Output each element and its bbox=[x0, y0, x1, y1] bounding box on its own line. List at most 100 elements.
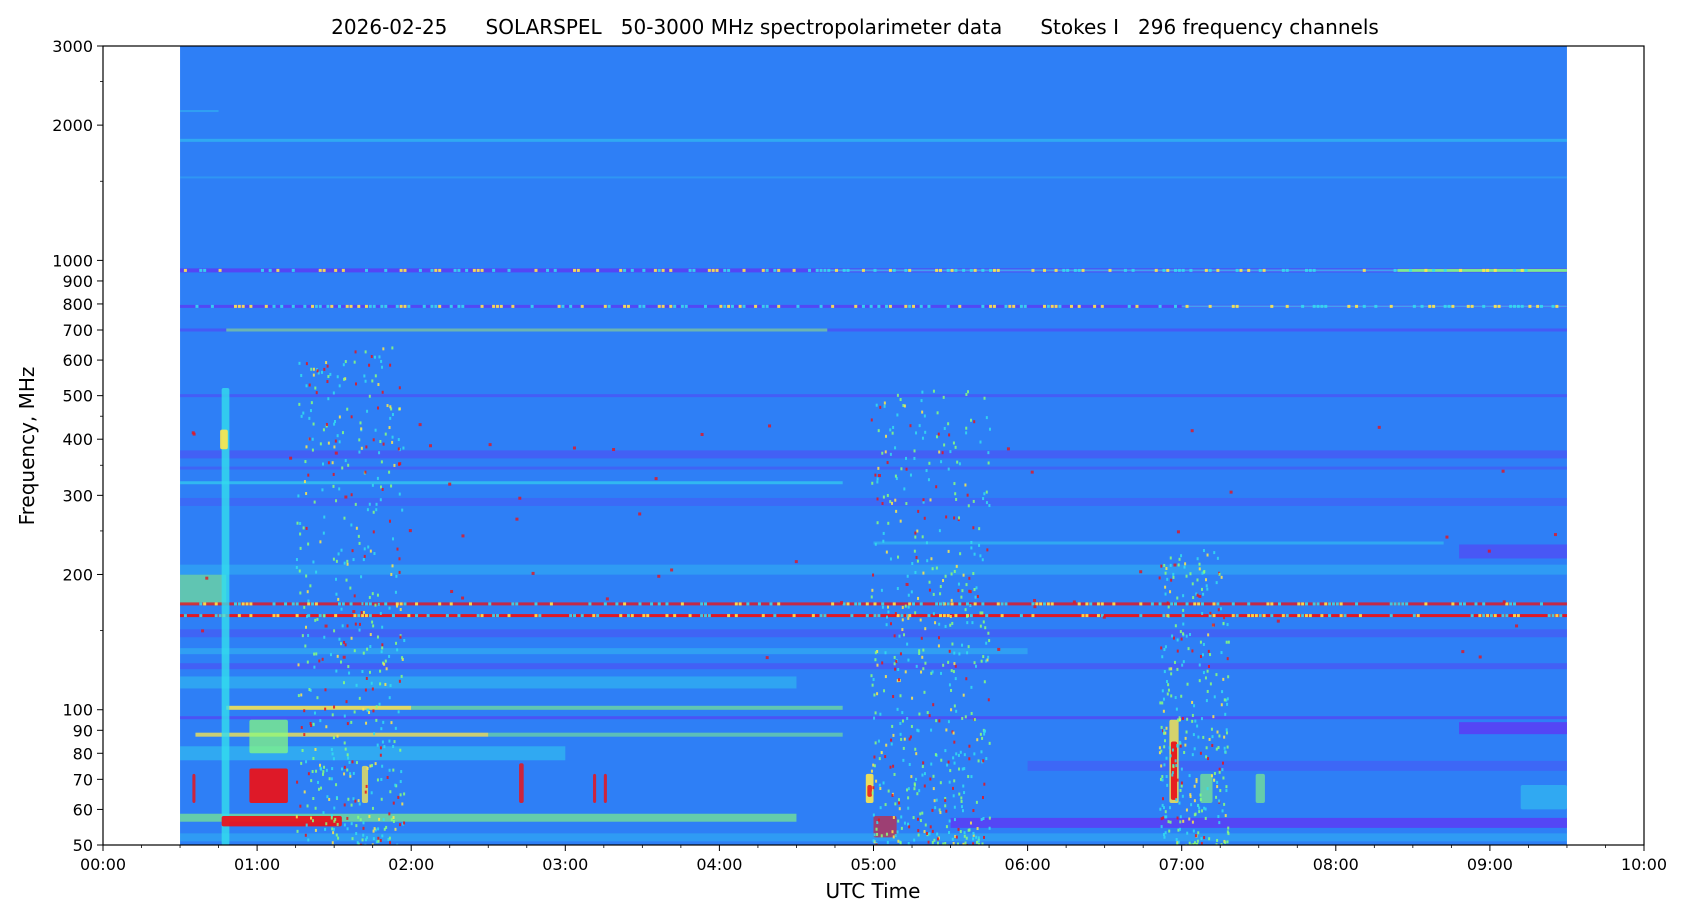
band-speckle bbox=[703, 304, 707, 308]
band-speckle bbox=[1096, 602, 1100, 606]
band-speckle bbox=[407, 614, 411, 618]
burst-speckle bbox=[305, 492, 308, 496]
burst-speckle bbox=[944, 841, 947, 845]
burst-speckle bbox=[372, 530, 375, 534]
burst-speckle bbox=[928, 588, 931, 592]
burst-speckle bbox=[965, 431, 968, 435]
burst-speckle bbox=[359, 421, 362, 425]
burst-speckle bbox=[1198, 679, 1201, 683]
burst-speckle bbox=[1167, 683, 1170, 687]
burst-speckle bbox=[327, 397, 330, 401]
burst-speckle bbox=[382, 347, 385, 351]
band-speckle bbox=[854, 304, 858, 308]
y-tick-label: 60 bbox=[73, 800, 93, 819]
band-speckle bbox=[357, 304, 361, 308]
burst-speckle bbox=[944, 804, 947, 808]
band-speckle bbox=[449, 304, 453, 308]
burst-speckle bbox=[295, 565, 298, 569]
burst-speckle bbox=[885, 550, 888, 554]
band-speckle bbox=[727, 304, 731, 308]
burst-speckle bbox=[1221, 768, 1224, 772]
burst-speckle bbox=[969, 590, 972, 594]
burst-speckle bbox=[879, 786, 882, 790]
burst-speckle bbox=[882, 531, 885, 535]
burst-speckle bbox=[360, 575, 363, 579]
band-speckle bbox=[237, 614, 241, 618]
burst-speckle bbox=[1221, 809, 1224, 813]
band-speckle bbox=[1050, 304, 1054, 308]
burst-speckle bbox=[372, 438, 375, 442]
band-speckle bbox=[954, 268, 958, 272]
band-speckle bbox=[249, 614, 253, 618]
burst-speckle bbox=[395, 574, 398, 578]
burst-speckle bbox=[921, 765, 924, 769]
burst-speckle bbox=[372, 624, 375, 628]
burst-speckle bbox=[334, 439, 337, 443]
band-speckle bbox=[831, 304, 835, 308]
band-speckle bbox=[858, 602, 862, 606]
burst-speckle bbox=[895, 509, 898, 513]
burst-speckle bbox=[381, 740, 384, 744]
burst-speckle bbox=[944, 798, 947, 802]
band-speckle bbox=[1513, 614, 1517, 618]
burst-speckle bbox=[952, 731, 955, 735]
burst-speckle bbox=[922, 667, 925, 671]
burst-speckle bbox=[873, 716, 876, 720]
burst-speckle bbox=[923, 830, 926, 834]
band-speckle bbox=[1389, 304, 1393, 308]
rfi-pixel bbox=[1515, 624, 1519, 628]
band-speckle bbox=[1270, 614, 1274, 618]
burst-speckle bbox=[1224, 841, 1227, 845]
burst-speckle bbox=[1191, 713, 1194, 717]
band-speckle bbox=[488, 602, 492, 606]
burst-speckle bbox=[399, 608, 402, 612]
burst-speckle bbox=[1194, 719, 1197, 723]
burst-speckle bbox=[354, 799, 357, 803]
burst-speckle bbox=[1223, 698, 1226, 702]
burst-speckle bbox=[975, 586, 978, 590]
burst-speckle bbox=[1178, 827, 1181, 831]
burst-speckle bbox=[1164, 815, 1167, 819]
burst-speckle bbox=[874, 542, 877, 546]
band-speckle bbox=[1312, 268, 1316, 272]
band-speckle bbox=[553, 268, 557, 272]
band-speckle bbox=[761, 614, 765, 618]
burst-speckle bbox=[894, 612, 897, 616]
burst-speckle bbox=[878, 783, 881, 787]
burst-speckle bbox=[915, 431, 918, 435]
burst-speckle bbox=[299, 532, 302, 536]
burst-speckle bbox=[1201, 653, 1204, 657]
burst-speckle bbox=[907, 658, 910, 662]
burst-speckle bbox=[930, 671, 933, 675]
frequency-band bbox=[180, 676, 797, 689]
burst-speckle bbox=[942, 842, 945, 845]
radio-burst bbox=[1520, 784, 1567, 810]
burst-speckle bbox=[303, 790, 306, 794]
burst-speckle bbox=[382, 661, 385, 665]
burst-speckle bbox=[353, 649, 356, 653]
y-tick-label: 800 bbox=[62, 295, 93, 314]
burst-speckle bbox=[953, 569, 956, 573]
burst-speckle bbox=[1223, 735, 1226, 739]
burst-speckle bbox=[1171, 773, 1174, 777]
burst-speckle bbox=[970, 540, 973, 544]
burst-speckle bbox=[953, 779, 956, 783]
burst-speckle bbox=[906, 614, 909, 618]
band-speckle bbox=[1420, 304, 1424, 308]
burst-speckle bbox=[915, 555, 918, 559]
burst-speckle bbox=[972, 809, 975, 813]
band-speckle bbox=[1547, 614, 1551, 618]
burst-speckle bbox=[1202, 549, 1205, 553]
band-speckle bbox=[842, 268, 846, 272]
burst-speckle bbox=[1226, 697, 1229, 701]
burst-speckle bbox=[915, 777, 918, 781]
band-speckle bbox=[341, 602, 345, 606]
band-speckle bbox=[465, 268, 469, 272]
burst-speckle bbox=[1180, 637, 1183, 641]
burst-speckle bbox=[310, 779, 313, 783]
burst-speckle bbox=[381, 365, 384, 369]
burst-speckle bbox=[958, 652, 961, 656]
burst-speckle bbox=[883, 689, 886, 693]
burst-speckle bbox=[892, 733, 895, 737]
burst-speckle bbox=[337, 552, 340, 556]
